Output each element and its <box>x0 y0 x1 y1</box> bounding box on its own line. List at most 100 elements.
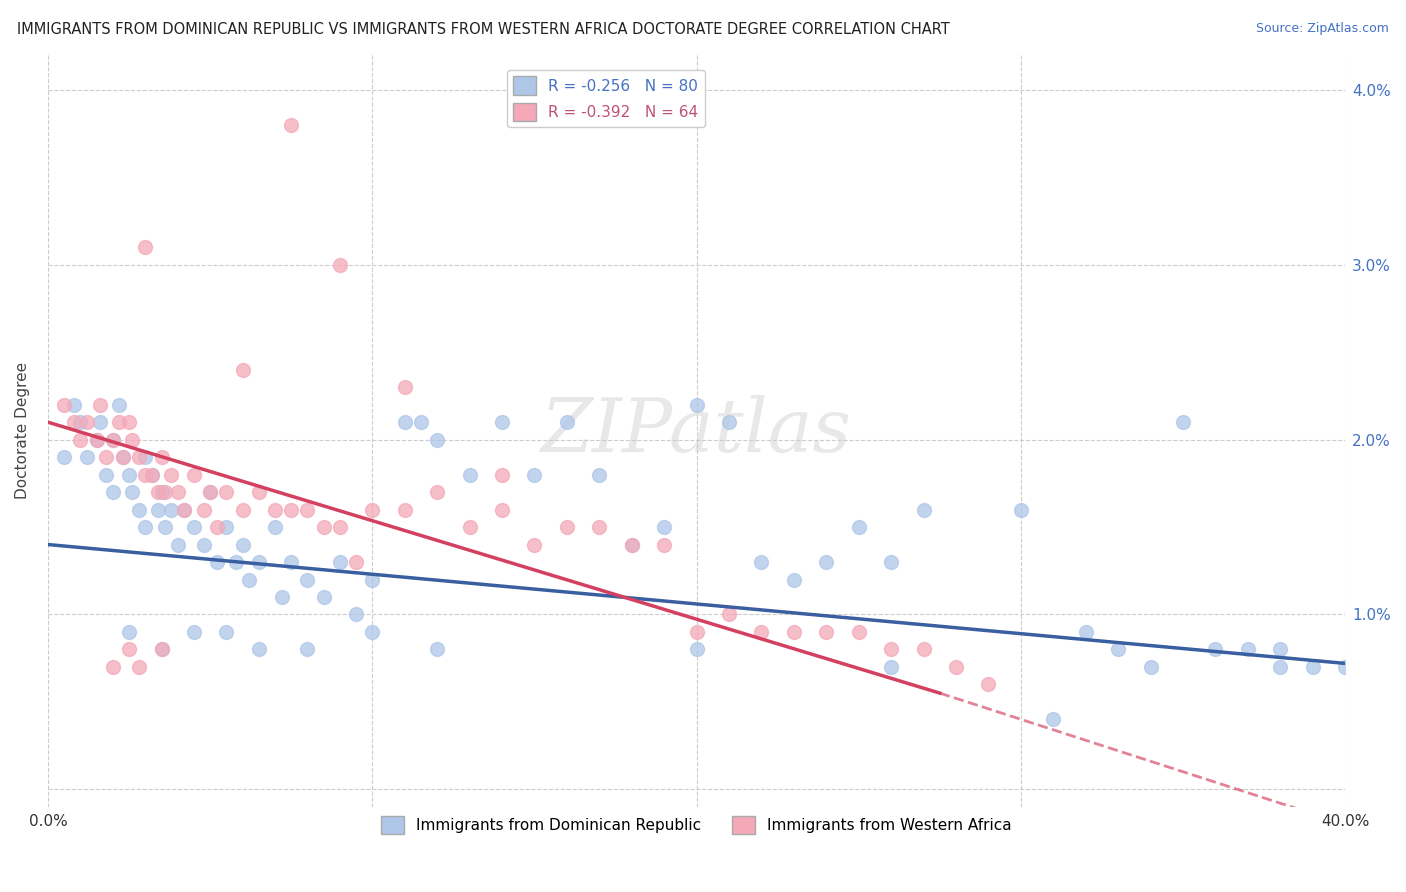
Point <box>620 537 643 551</box>
Point <box>685 642 707 657</box>
Point <box>1204 642 1226 657</box>
Point <box>297 502 319 516</box>
Point <box>1074 624 1097 639</box>
Point <box>880 642 903 657</box>
Point <box>225 555 247 569</box>
Point <box>426 642 449 657</box>
Point <box>361 624 384 639</box>
Point <box>150 485 173 500</box>
Point <box>458 467 481 482</box>
Point <box>1171 415 1194 429</box>
Point <box>128 660 150 674</box>
Point <box>329 258 352 272</box>
Point <box>247 642 270 657</box>
Point <box>134 240 156 254</box>
Point <box>108 398 131 412</box>
Point <box>1334 660 1357 674</box>
Point <box>344 607 367 622</box>
Point <box>1139 660 1161 674</box>
Point <box>1010 502 1032 516</box>
Point <box>198 485 221 500</box>
Point <box>297 573 319 587</box>
Point <box>150 450 173 464</box>
Point <box>361 573 384 587</box>
Point <box>63 415 86 429</box>
Point <box>89 415 111 429</box>
Point <box>215 624 238 639</box>
Point <box>101 660 124 674</box>
Point <box>193 537 215 551</box>
Point <box>198 485 221 500</box>
Point <box>89 398 111 412</box>
Point <box>751 624 773 639</box>
Point <box>555 520 578 534</box>
Point <box>232 363 254 377</box>
Point <box>247 485 270 500</box>
Point <box>193 502 215 516</box>
Point <box>523 537 546 551</box>
Point <box>53 398 76 412</box>
Point <box>150 642 173 657</box>
Point <box>183 467 205 482</box>
Point <box>166 537 188 551</box>
Point <box>232 502 254 516</box>
Point <box>101 433 124 447</box>
Point <box>76 415 98 429</box>
Point <box>783 573 806 587</box>
Point <box>134 450 156 464</box>
Point <box>718 607 741 622</box>
Point <box>588 520 610 534</box>
Point <box>96 450 118 464</box>
Point <box>718 415 741 429</box>
Point <box>238 573 260 587</box>
Point <box>183 520 205 534</box>
Point <box>86 433 108 447</box>
Point <box>783 624 806 639</box>
Point <box>128 502 150 516</box>
Text: IMMIGRANTS FROM DOMINICAN REPUBLIC VS IMMIGRANTS FROM WESTERN AFRICA DOCTORATE D: IMMIGRANTS FROM DOMINICAN REPUBLIC VS IM… <box>17 22 949 37</box>
Point <box>977 677 1000 691</box>
Point <box>588 467 610 482</box>
Text: ZIPatlas: ZIPatlas <box>541 394 852 467</box>
Point <box>111 450 134 464</box>
Point <box>96 467 118 482</box>
Point <box>458 520 481 534</box>
Point <box>280 502 302 516</box>
Point <box>108 415 131 429</box>
Point <box>215 520 238 534</box>
Point <box>491 502 513 516</box>
Point <box>880 555 903 569</box>
Point <box>945 660 967 674</box>
Point <box>394 415 416 429</box>
Point <box>69 433 91 447</box>
Point <box>264 502 287 516</box>
Point <box>118 415 141 429</box>
Point <box>848 624 870 639</box>
Point <box>361 502 384 516</box>
Point <box>652 520 675 534</box>
Point <box>312 520 335 534</box>
Point <box>69 415 91 429</box>
Point <box>153 485 176 500</box>
Point <box>141 467 163 482</box>
Point <box>86 433 108 447</box>
Point <box>264 520 287 534</box>
Point <box>121 485 143 500</box>
Point <box>128 450 150 464</box>
Point <box>912 502 935 516</box>
Point <box>815 555 838 569</box>
Point <box>173 502 195 516</box>
Point <box>394 502 416 516</box>
Point <box>555 415 578 429</box>
Point <box>118 642 141 657</box>
Point <box>134 467 156 482</box>
Legend: Immigrants from Dominican Republic, Immigrants from Western Africa: Immigrants from Dominican Republic, Immi… <box>375 810 1018 840</box>
Point <box>1042 712 1064 726</box>
Point <box>205 555 228 569</box>
Point <box>183 624 205 639</box>
Point <box>63 398 86 412</box>
Point <box>685 398 707 412</box>
Point <box>111 450 134 464</box>
Point <box>173 502 195 516</box>
Point <box>101 433 124 447</box>
